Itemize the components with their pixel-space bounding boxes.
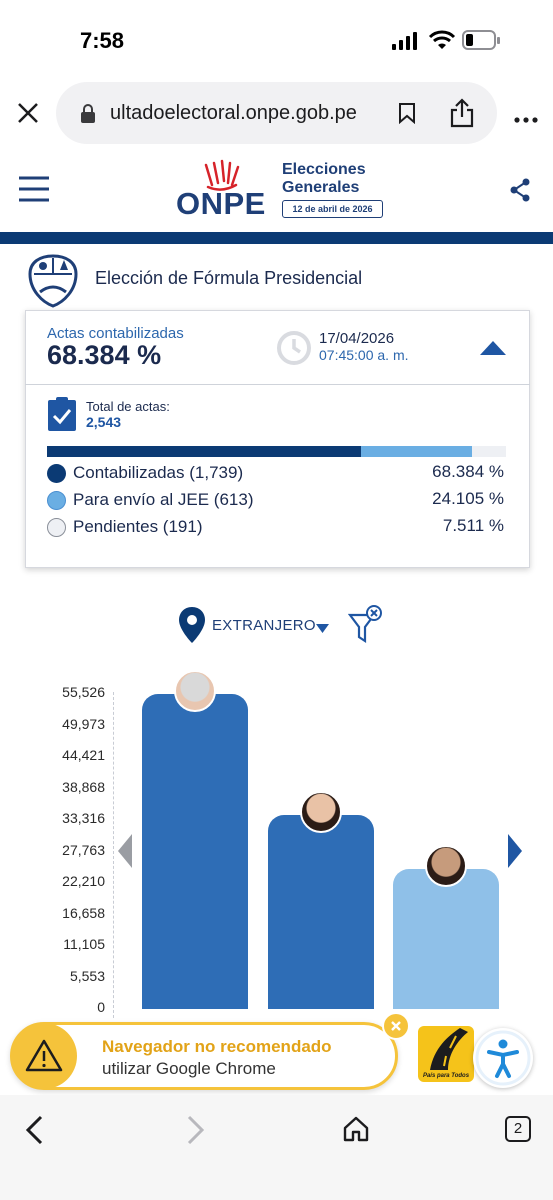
y-tick-label: 33,316 bbox=[62, 810, 105, 826]
legend-dot-contabilizadas bbox=[47, 464, 66, 483]
y-tick-label: 0 bbox=[97, 999, 105, 1015]
back-icon[interactable] bbox=[24, 1115, 44, 1150]
header-divider bbox=[0, 232, 553, 244]
chart-next-arrow-icon[interactable] bbox=[508, 834, 522, 873]
actas-percentage: 68.384 % bbox=[47, 340, 162, 370]
y-tick-label: 27,763 bbox=[62, 841, 105, 858]
url-text[interactable]: ultadoelectoral.onpe.gob.pe bbox=[110, 102, 357, 124]
header-title-line2: Generales bbox=[282, 179, 360, 196]
legend-dot-jee bbox=[47, 491, 66, 510]
toast-subtitle: utilizar Google Chrome bbox=[102, 1059, 276, 1078]
y-tick-label: 44,421 bbox=[62, 747, 105, 763]
signal-icon bbox=[392, 32, 420, 50]
clock-icon bbox=[276, 330, 312, 371]
y-tick-label: 22,210 bbox=[62, 873, 105, 889]
legend-label-jee: Para envío al JEE (613) bbox=[73, 490, 254, 509]
share-icon[interactable] bbox=[449, 98, 475, 133]
bar-chart: 55,526 49,973 44,421 38,868 33,316 27,763 22,2… bbox=[0, 670, 553, 1020]
legend-pct-jee: 24.105 % bbox=[432, 489, 504, 508]
sponsor-logo[interactable]: País para Todos bbox=[418, 1026, 474, 1082]
battery-low-icon bbox=[462, 30, 500, 50]
tabs-icon[interactable]: 2 bbox=[505, 1116, 531, 1142]
candidate-photo bbox=[174, 670, 216, 712]
y-tick-label: 49,973 bbox=[62, 715, 105, 732]
legend-label-contabilizadas: Contabilizadas (1,739) bbox=[73, 463, 244, 482]
date-badge: 12 de abril de 2026 bbox=[282, 200, 383, 218]
close-tab-icon[interactable] bbox=[16, 101, 40, 130]
total-actas-label: Total de actas: bbox=[86, 399, 170, 414]
more-icon[interactable] bbox=[514, 110, 538, 128]
header-title-line1: Elecciones bbox=[282, 161, 366, 178]
home-icon[interactable] bbox=[343, 1116, 369, 1147]
sponsor-label: País para Todos bbox=[422, 1073, 470, 1079]
collapse-chevron-icon[interactable] bbox=[480, 341, 506, 360]
forward-icon[interactable] bbox=[186, 1115, 206, 1150]
candidate-bar[interactable] bbox=[142, 694, 248, 1009]
location-pin-icon bbox=[178, 606, 206, 649]
update-date: 17/04/2026 bbox=[319, 330, 395, 347]
peru-coat-of-arms-icon bbox=[24, 252, 82, 313]
y-tick-label: 55,526 bbox=[62, 684, 105, 700]
chart-prev-arrow-icon[interactable] bbox=[118, 834, 132, 873]
update-time: 07:45:00 a. m. bbox=[319, 347, 409, 363]
checklist-icon bbox=[47, 396, 77, 437]
toast-title: Navegador no recomendado bbox=[102, 1037, 332, 1056]
bookmark-icon[interactable] bbox=[398, 102, 416, 129]
election-title: Elección de Fórmula Presidencial bbox=[95, 268, 363, 288]
browser-bottom-bar bbox=[0, 1095, 553, 1200]
card-divider bbox=[25, 384, 530, 385]
progress-bar bbox=[47, 446, 506, 457]
onpe-logo-mark bbox=[204, 159, 242, 196]
toast-close-icon[interactable] bbox=[382, 1012, 410, 1040]
lock-icon bbox=[80, 104, 96, 129]
legend-pct-pendientes: 7.511 % bbox=[442, 516, 504, 535]
accessibility-icon[interactable] bbox=[473, 1028, 533, 1088]
candidate-photo bbox=[300, 790, 342, 833]
wifi-icon bbox=[428, 30, 456, 55]
progress-segment-jee bbox=[361, 446, 472, 457]
candidate-bar[interactable] bbox=[393, 868, 499, 1009]
y-tick-label: 38,868 bbox=[62, 778, 105, 795]
share-site-icon[interactable] bbox=[509, 178, 531, 207]
chevron-down-icon[interactable] bbox=[316, 620, 329, 638]
chart-axis bbox=[113, 692, 114, 1018]
location-dropdown[interactable]: EXTRANJERO bbox=[212, 617, 316, 634]
status-time: 7:58 bbox=[80, 28, 125, 53]
warning-icon bbox=[11, 1023, 77, 1089]
y-tick-label: 11,105 bbox=[63, 936, 105, 952]
legend-label-pendientes: Pendientes (191) bbox=[73, 517, 203, 536]
clear-filter-icon[interactable] bbox=[347, 605, 384, 650]
candidate-bar[interactable] bbox=[268, 814, 374, 1009]
y-tick-label: 16,658 bbox=[62, 904, 105, 921]
y-tick-label: 5,553 bbox=[69, 967, 105, 984]
legend-pct-contabilizadas: 68.384 % bbox=[432, 462, 504, 481]
url-bar[interactable] bbox=[56, 82, 497, 144]
total-actas-value: 2,543 bbox=[86, 414, 122, 430]
onpe-logo: ONPE bbox=[176, 186, 266, 221]
candidate-photo bbox=[425, 844, 467, 887]
progress-segment-contabilizadas bbox=[47, 446, 361, 457]
summary-card bbox=[25, 310, 530, 568]
actas-label: Actas contabilizadas bbox=[47, 325, 184, 342]
progress-segment-pendientes bbox=[472, 446, 506, 457]
legend-dot-pendientes bbox=[47, 518, 66, 537]
hamburger-menu-icon[interactable] bbox=[19, 176, 49, 207]
